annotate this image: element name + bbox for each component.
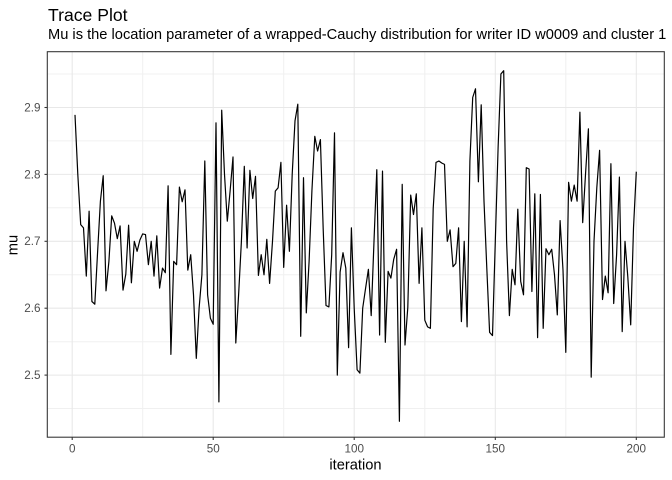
svg-text:2.5: 2.5 xyxy=(24,369,41,382)
svg-text:2.6: 2.6 xyxy=(24,302,40,315)
svg-text:100: 100 xyxy=(344,443,364,456)
svg-text:200: 200 xyxy=(627,443,647,456)
svg-text:iteration: iteration xyxy=(329,458,381,474)
svg-text:2.8: 2.8 xyxy=(24,168,40,181)
svg-text:2.7: 2.7 xyxy=(24,235,40,248)
svg-text:50: 50 xyxy=(207,443,221,456)
svg-text:2.9: 2.9 xyxy=(24,101,40,114)
svg-text:150: 150 xyxy=(486,443,506,456)
svg-text:mu: mu xyxy=(6,235,22,255)
svg-text:0: 0 xyxy=(69,443,76,456)
